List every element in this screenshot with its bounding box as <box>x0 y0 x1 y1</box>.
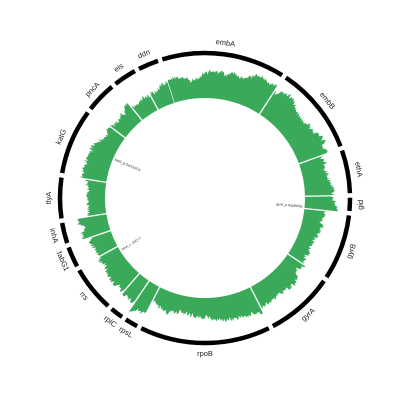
gene-separator <box>139 285 161 325</box>
gene-separator <box>303 207 347 214</box>
coverage-sector-katG <box>79 127 126 183</box>
coverage-sector-gyrA <box>250 253 306 309</box>
gene-bar-gid <box>347 197 353 212</box>
gene-label-rplC: rplC <box>102 314 119 330</box>
gene-label-eis: eis <box>112 61 125 74</box>
gene-bar-rpoB <box>140 326 270 346</box>
mutation-label: gyrA_p.Asp94Gly <box>276 202 303 208</box>
gene-bar-katG <box>59 111 90 174</box>
coverage-sector-ethA <box>298 155 336 197</box>
gene-separator <box>80 245 119 268</box>
gene-label-rpoB: rpoB <box>197 349 213 358</box>
coverage-sector-ddn <box>149 80 175 110</box>
coverage-sector-pncA <box>109 103 143 138</box>
gene-separator <box>70 229 112 245</box>
gene-label-inhA: inhA <box>48 227 60 244</box>
gene-label-gyrB: gyrB <box>344 242 358 260</box>
gene-bar-gyrA <box>271 279 326 329</box>
gene-label-rpsL: rpsL <box>118 324 135 339</box>
gene-label-ethA: ethA <box>353 161 365 178</box>
gene-bar-ddn <box>137 58 159 71</box>
gene-label-tlyA: tlyA <box>44 192 53 205</box>
gene-separator <box>297 148 339 165</box>
gene-label-pncA: pncA <box>83 80 101 99</box>
gene-label-embA: embA <box>215 37 236 48</box>
coverage-sector-inhA <box>76 213 111 241</box>
gene-bar-embA <box>161 50 284 78</box>
mutation-label-layer: katG_p.Ser315Thr gyrA_p.Asp94Gly inhA_c.-1… <box>114 158 303 252</box>
gene-separator <box>258 78 283 116</box>
coverage-sector-rpoB <box>152 287 264 322</box>
gene-label-ddn: ddn <box>136 47 151 60</box>
gene-bar-ethA <box>339 149 353 194</box>
gene-bar-eis <box>114 69 137 86</box>
coverage-sector-embA <box>167 69 279 115</box>
coverage-sector-tlyA <box>84 178 107 217</box>
coverage-sector-gid <box>304 195 339 212</box>
gene-separator <box>91 112 127 139</box>
gene-bar-tlyA <box>57 177 64 219</box>
gene-bar-rpsL <box>124 317 139 329</box>
gene-separator <box>64 212 108 221</box>
coverage-layer <box>64 62 347 325</box>
gene-bar-rplC <box>110 307 124 319</box>
gene-label-katG: katG <box>54 128 69 146</box>
gene-separator <box>303 194 347 197</box>
gene-bar-pncA <box>88 85 114 111</box>
gene-bar-layer <box>57 50 353 346</box>
gene-separator <box>115 87 144 122</box>
gene-bar-inhA <box>59 222 70 244</box>
coverage-sector-gyrB <box>287 208 328 265</box>
coverage-sector-rplC <box>121 273 150 305</box>
gene-bar-rrs <box>77 269 110 308</box>
gene-separator <box>111 272 141 306</box>
coverage-sector-rrs <box>98 246 140 292</box>
gene-separator <box>249 285 271 325</box>
coverage-sector-embB <box>259 90 328 164</box>
mutation-label: katG_p.Ser315Thr <box>114 158 142 173</box>
gene-separator <box>125 279 151 317</box>
coverage-sector-rpsL <box>128 280 160 315</box>
gene-bar-embB <box>284 75 343 148</box>
gene-label-gid: gid <box>356 200 365 210</box>
mutation-label: inhA_c.-15C>T <box>121 236 142 251</box>
gene-bar-gyrB <box>324 215 352 279</box>
gene-separator <box>286 252 324 278</box>
gene-bar-fabG1 <box>66 246 80 268</box>
gene-label-rrs: rrs <box>78 290 91 303</box>
coverage-sector-fabG1 <box>89 230 118 256</box>
gene-separator <box>137 72 160 111</box>
gene-separator <box>64 175 108 184</box>
